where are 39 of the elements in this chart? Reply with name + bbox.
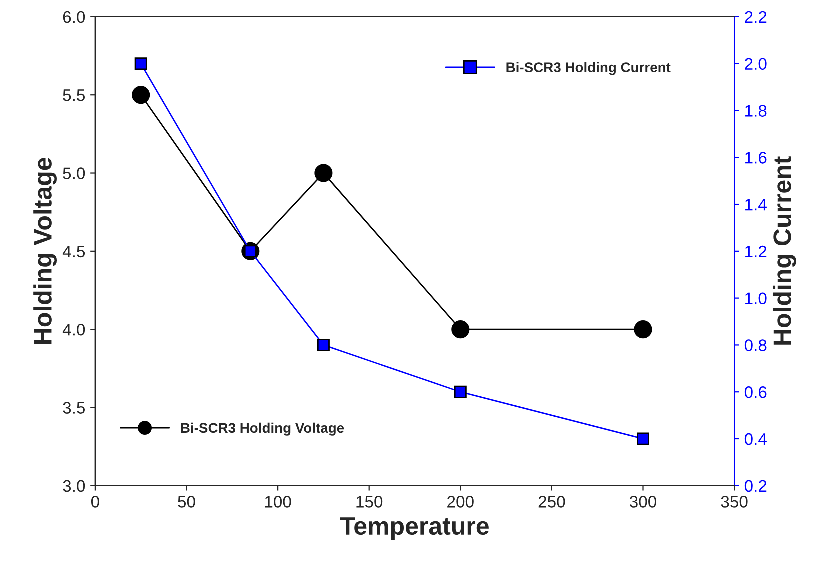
point — [454, 386, 467, 398]
point — [452, 320, 470, 339]
y2-tick-label: 0.4 — [744, 433, 767, 446]
y2-tick-label: 1.4 — [746, 199, 767, 211]
point — [317, 338, 330, 352]
y-tick-label: 3.0 — [63, 480, 86, 492]
x-tick-label: 50 — [178, 496, 196, 508]
y2-tick-label: 2.2 — [745, 11, 767, 23]
y-axis-title: Holding Voltage — [34, 158, 58, 344]
point — [132, 86, 150, 104]
y2-axis-title: Holding Current — [772, 156, 796, 345]
x-tick-label: 250 — [538, 496, 566, 508]
point — [134, 58, 148, 70]
x-tick-label: 350 — [721, 496, 748, 508]
y-tick-label: 5.0 — [63, 168, 86, 180]
x-tick-label: 100 — [265, 496, 292, 508]
legend-label: Bi-SCR3 Holding Current — [506, 62, 671, 76]
x-axis-title: Temperature — [340, 518, 489, 540]
y2-tick-label: 0.2 — [744, 480, 767, 492]
y2-tick-label: 2.0 — [745, 58, 767, 70]
x-tick-label: 300 — [630, 496, 657, 508]
y2-tick-label: 1.0 — [746, 292, 767, 305]
x-tick-label: 200 — [448, 496, 474, 508]
y-tick-label: 6.0 — [63, 11, 86, 24]
point — [634, 320, 652, 339]
legend-label: Bi-SCR3 Holding Voltage — [181, 422, 344, 436]
x-tick-label: 0 — [91, 496, 100, 508]
y2-tick-label: 1.8 — [746, 105, 767, 117]
y-tick-label: 4.5 — [62, 246, 86, 258]
y2-tick-label: 1.6 — [746, 152, 767, 164]
y-tick-label: 4.0 — [62, 324, 86, 336]
y-tick-label: 3.5 — [63, 402, 86, 414]
point — [637, 432, 650, 446]
y2-tick-label: 0.6 — [744, 386, 767, 398]
y2-tick-label: 0.8 — [744, 340, 767, 352]
point — [314, 164, 333, 182]
x-tick-label: 150 — [356, 496, 383, 508]
y-tick-label: 5.5 — [63, 90, 86, 102]
y2-tick-label: 1.2 — [746, 246, 767, 258]
